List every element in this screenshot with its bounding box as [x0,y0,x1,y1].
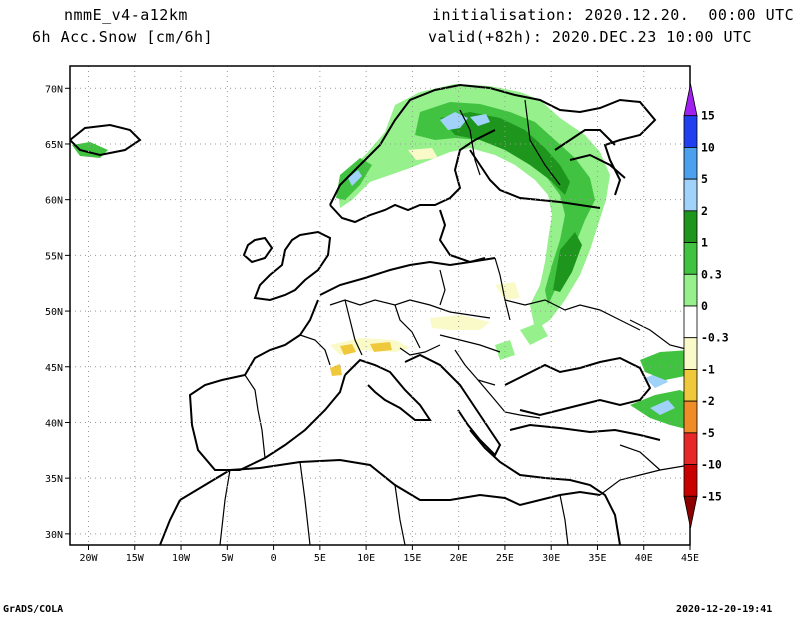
colorbar-swatch [683,432,698,465]
y-tick-label: 70N [45,84,63,95]
colorbar-label: -10 [701,458,722,472]
colorbar-label: 5 [701,172,708,186]
x-tick-label: 20W [79,553,98,564]
x-tick-label: 5E [314,553,326,564]
map-content [70,83,690,545]
snow-area-north-2cm [440,112,582,292]
y-tick-label: 65N [45,140,63,151]
colorbar-label: 10 [701,140,715,154]
colorbar-label: 15 [701,109,715,123]
y-tick-label: 45N [45,363,63,374]
colorbar-swatch [683,242,698,275]
colorbar-label: -0.3 [701,331,729,345]
footer-timestamp: 2020-12-20-19:41 [676,604,773,615]
x-tick-label: 5W [221,553,234,564]
valid-time: valid(+82h): 2020.DEC.23 10:00 UTC [428,28,753,46]
colorbar-label: -5 [701,426,715,440]
y-tick-label: 35N [45,474,63,485]
model-name: nmmE_v4-a12km [64,6,188,24]
initialisation-time: initialisation: 2020.12.20. 00:00 UTC [432,6,795,24]
melt-area-scandinavia [408,148,438,160]
x-axis-ticks: 20W 15W 10W 5W 0 5E 10E 15E 20E 25E 30E 35E 40E 45E [79,545,699,564]
colorbar: 15 10 5 2 1 0.3 0 -0.3 -1 -2 -5 -10 -15 [683,83,729,529]
x-tick-label: 15E [403,553,421,564]
x-tick-label: 25E [496,553,514,564]
x-tick-label: 20E [450,553,468,564]
melt-area-carpathians [430,282,520,330]
variable-title: 6h Acc.Snow [cm/6h] [32,28,214,46]
colorbar-label: -2 [701,394,715,408]
x-tick-label: 30E [542,553,560,564]
x-tick-label: 15W [126,553,145,564]
x-tick-label: 35E [588,553,606,564]
snow-area-crimea [640,350,690,380]
y-tick-label: 50N [45,307,63,318]
colorbar-label: -1 [701,362,715,376]
colorbar-swatch [683,147,698,180]
footer-software: GrADS/COLA [3,604,64,615]
colorbar-swatch [683,210,698,243]
x-tick-label: 0 [271,553,277,564]
y-axis-ticks: 70N 65N 60N 55N 50N 45N 40N 35N 30N [45,84,70,541]
melt-area-alps-1cm [330,342,392,376]
colorbar-swatch [683,495,698,529]
y-tick-label: 60N [45,196,63,207]
snow-area-baltic [495,322,548,360]
colorbar-swatch [683,337,698,370]
colorbar-swatch [683,178,698,212]
colorbar-swatch [683,273,698,307]
snow-area-north-1cm [415,102,595,305]
colorbar-swatch [683,115,698,148]
snow-area-caucasus-5cm [645,372,675,415]
colorbar-swatch [683,369,698,402]
colorbar-swatch [683,464,698,497]
colorbar-label: 2 [701,204,708,218]
colorbar-swatch [683,400,698,434]
colorbar-label: 1 [701,236,708,250]
colorbar-label: -15 [701,489,722,503]
colorbar-label: 0.3 [701,267,722,281]
snow-area-norway-5cm [348,170,362,186]
x-tick-label: 10W [172,553,191,564]
y-tick-label: 55N [45,251,63,262]
colorbar-swatch [683,305,698,339]
country-borders [219,99,690,545]
x-tick-label: 45E [681,553,699,564]
x-tick-label: 10E [357,553,375,564]
x-tick-label: 40E [635,553,653,564]
colorbar-label: 0 [701,299,708,313]
y-tick-label: 30N [45,530,63,541]
graticule [70,66,690,545]
y-tick-label: 40N [45,418,63,429]
